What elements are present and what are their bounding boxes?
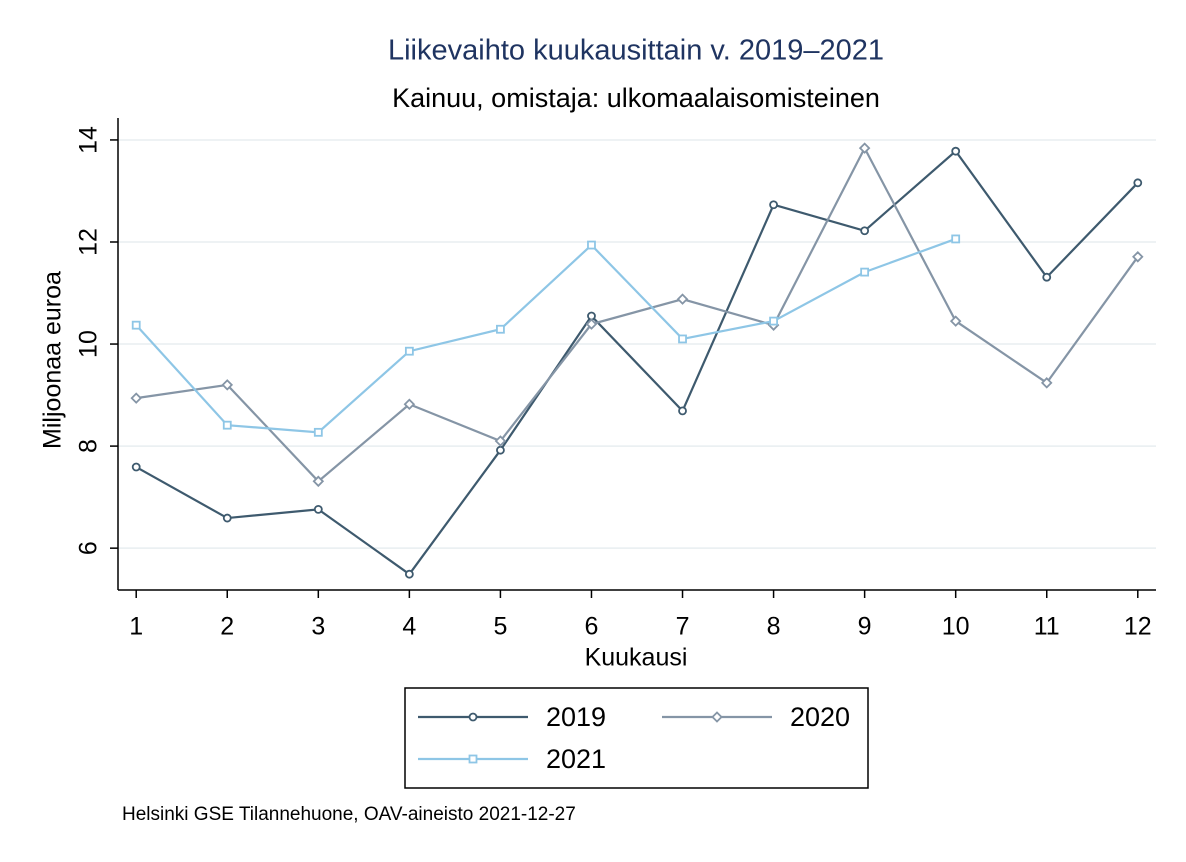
marker bbox=[1132, 251, 1144, 263]
x-tick-label: 2 bbox=[220, 613, 234, 641]
marker bbox=[676, 293, 689, 305]
marker bbox=[587, 240, 596, 250]
x-tick-label: 8 bbox=[767, 613, 781, 641]
marker bbox=[468, 754, 478, 764]
marker bbox=[468, 712, 478, 722]
y-tick-label: 14 bbox=[75, 126, 103, 154]
series-line bbox=[135, 149, 1139, 576]
x-tick-label: 6 bbox=[585, 613, 599, 641]
x-tick-label: 1 bbox=[129, 613, 143, 641]
x-tick-label: 9 bbox=[858, 613, 872, 641]
marker bbox=[860, 267, 870, 277]
marker bbox=[494, 435, 507, 447]
legend-label: 2021 bbox=[546, 744, 606, 774]
x-tick-label: 5 bbox=[493, 613, 507, 641]
marker bbox=[496, 324, 505, 334]
marker bbox=[403, 398, 416, 411]
y-axis-label: Miljoonaa euroa bbox=[39, 271, 67, 449]
marker bbox=[769, 200, 778, 210]
marker bbox=[313, 504, 323, 514]
x-tick-label: 4 bbox=[402, 613, 416, 641]
marker bbox=[1042, 272, 1052, 282]
marker bbox=[711, 711, 723, 723]
y-tick-label: 12 bbox=[75, 228, 103, 256]
marker bbox=[404, 346, 414, 356]
source-note: Helsinki GSE Tilannehuone, OAV-aineisto … bbox=[122, 804, 576, 825]
marker bbox=[951, 234, 961, 244]
marker bbox=[678, 406, 687, 416]
chart-subtitle: Kainuu, omistaja: ulkomaalaisomisteinen bbox=[392, 83, 880, 113]
marker bbox=[312, 475, 325, 488]
y-tick-label: 10 bbox=[75, 330, 103, 358]
marker bbox=[222, 420, 232, 430]
marker bbox=[222, 513, 232, 523]
legend-label: 2020 bbox=[790, 702, 850, 732]
marker bbox=[860, 226, 870, 236]
marker bbox=[1133, 178, 1143, 188]
legend-label: 2019 bbox=[546, 702, 606, 732]
x-tick-label: 12 bbox=[1124, 613, 1152, 641]
marker bbox=[949, 315, 962, 327]
marker bbox=[221, 379, 234, 391]
x-tick-label: 11 bbox=[1034, 613, 1060, 641]
marker bbox=[678, 334, 687, 344]
marker bbox=[131, 320, 141, 330]
marker bbox=[769, 316, 778, 326]
marker bbox=[404, 569, 414, 579]
x-tick-label: 3 bbox=[311, 613, 325, 641]
x-tick-label: 10 bbox=[942, 613, 970, 641]
marker bbox=[1040, 377, 1053, 389]
marker bbox=[951, 146, 961, 156]
series-line bbox=[135, 237, 957, 434]
marker bbox=[131, 462, 141, 472]
x-axis-label: Kuukausi bbox=[585, 644, 688, 672]
marker bbox=[496, 445, 505, 455]
x-tick-label: 7 bbox=[676, 613, 690, 641]
y-tick-label: 6 bbox=[75, 541, 103, 555]
marker bbox=[130, 392, 142, 404]
series-line bbox=[136, 145, 1139, 483]
marker bbox=[313, 427, 323, 437]
legend-box bbox=[404, 687, 869, 789]
marker bbox=[585, 318, 598, 330]
y-tick-label: 8 bbox=[75, 439, 103, 453]
chart-title: Liikevaihto kuukausittain v. 2019–2021 bbox=[388, 35, 884, 67]
marker bbox=[858, 142, 871, 154]
